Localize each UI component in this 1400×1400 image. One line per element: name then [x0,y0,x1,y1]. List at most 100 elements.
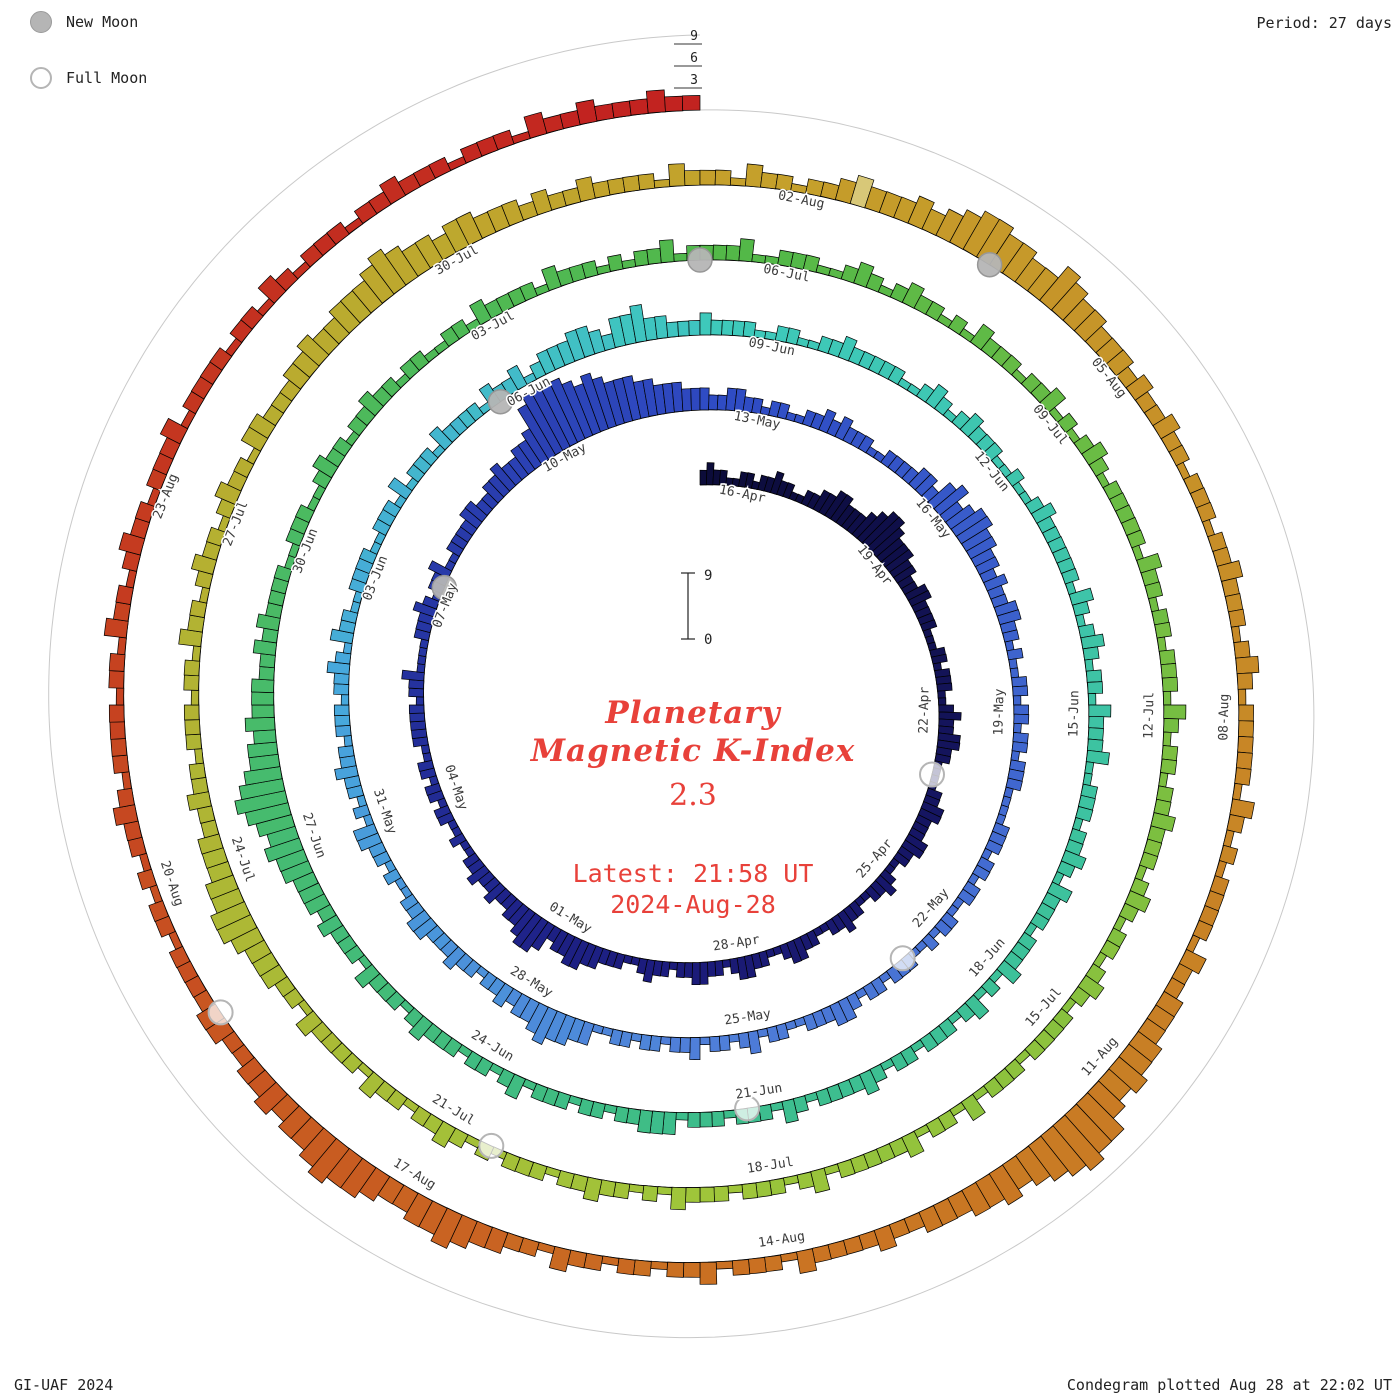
date-label: 19-May [991,688,1007,735]
kp-bar [183,659,201,677]
kp-bar [901,282,925,309]
kp-bar [815,264,832,276]
kp-bar [492,982,514,1008]
kp-bar [1005,468,1025,487]
kp-bar [980,977,1001,998]
kp-bar [115,687,125,706]
kp-bar [830,494,854,523]
kp-bar [961,1182,991,1217]
kp-bar [463,1050,483,1071]
kp-bar [656,1186,673,1196]
kp-bar [409,350,430,371]
kp-bar [755,1180,773,1198]
date-label: 15-Jun [1066,690,1082,737]
kp-bar [188,762,206,780]
new-moon-marker [487,388,514,415]
kp-bar [1156,636,1167,652]
kp-bar [1237,688,1247,706]
kp-bar [646,247,662,265]
kp-bar [367,248,407,295]
new-moon-marker [687,247,713,273]
kp-bar [1040,1125,1087,1177]
kp-bar [608,1028,624,1047]
kp-bar [253,729,277,745]
kp-bar [706,462,715,486]
kp-bar [1011,676,1028,688]
date-label: 22-Apr [916,686,932,733]
kp-bar [1002,629,1020,643]
kp-bar [536,1241,556,1255]
kp-bar [178,628,203,647]
kp-bar [729,177,747,187]
kp-bar [683,962,693,978]
current-k-value: 2.3 [669,778,717,813]
kp-bar [1238,720,1255,738]
kp-bar [1126,529,1146,549]
kp-bar [448,832,467,848]
kp-bar [112,754,130,774]
kp-bar [1011,741,1029,754]
kp-bar [633,249,649,267]
kp-bar [612,1181,631,1200]
kp-bar [699,169,716,186]
kp-bar [1236,672,1254,690]
chart-title: Planetary Magnetic K-Index [293,694,1093,770]
kp-bar [333,704,350,716]
kp-bar [206,526,226,547]
kp-bar [408,704,425,714]
kp-bar [519,281,538,302]
outer-scale-tick-label: 3 [690,73,698,88]
kp-bar [194,748,204,765]
kp-bar [729,957,740,975]
kp-bar [561,380,594,439]
kp-bar [660,1036,672,1046]
kp-bar [1136,552,1163,574]
kp-bar [715,1260,734,1270]
kp-bar [1134,864,1148,881]
kp-bar [1131,544,1144,561]
kp-bar [751,253,767,264]
kp-bar [462,852,480,869]
kp-bar [149,884,163,904]
kp-bar [333,672,350,685]
kp-bar [709,1036,721,1052]
kp-bar [748,1257,767,1275]
date-label: 25-May [723,1007,772,1029]
kp-bar [483,882,506,905]
kp-bar [933,484,969,516]
kp-bar [198,586,211,604]
kp-bar [116,787,135,808]
center-scale-max-label: 9 [704,568,712,584]
kp-bar [352,804,371,820]
kp-bar [659,239,675,263]
kp-bar [148,900,169,923]
kp-bar [316,914,344,938]
kp-bar [707,961,717,977]
legend-full-moon: Full Moon [30,64,147,92]
kp-bar [1150,812,1176,832]
kp-bar [934,396,953,416]
center-scale-min-label: 0 [704,632,712,648]
kp-bar [960,1093,986,1122]
kp-bar [1217,560,1244,582]
kp-bar [1085,749,1110,766]
kp-bar [622,175,641,193]
kp-bar [938,711,962,721]
kp-bar [379,175,407,205]
kp-bar [1148,596,1160,613]
kp-bar [263,837,304,863]
kp-bar [236,1056,266,1085]
kp-bar [1072,600,1091,617]
kp-bar [629,98,649,116]
kp-bar [577,1098,595,1117]
kp-bar [210,901,251,931]
kp-bar [510,993,531,1019]
kp-bar [781,1098,799,1124]
kp-bar [975,556,1000,576]
kp-bar [430,1207,463,1249]
kp-bar [412,601,438,618]
chart-title-line2: Magnetic K-Index [530,733,856,769]
kp-bar [1030,912,1050,931]
kp-bar [796,1171,815,1190]
kp-bar [936,682,953,692]
